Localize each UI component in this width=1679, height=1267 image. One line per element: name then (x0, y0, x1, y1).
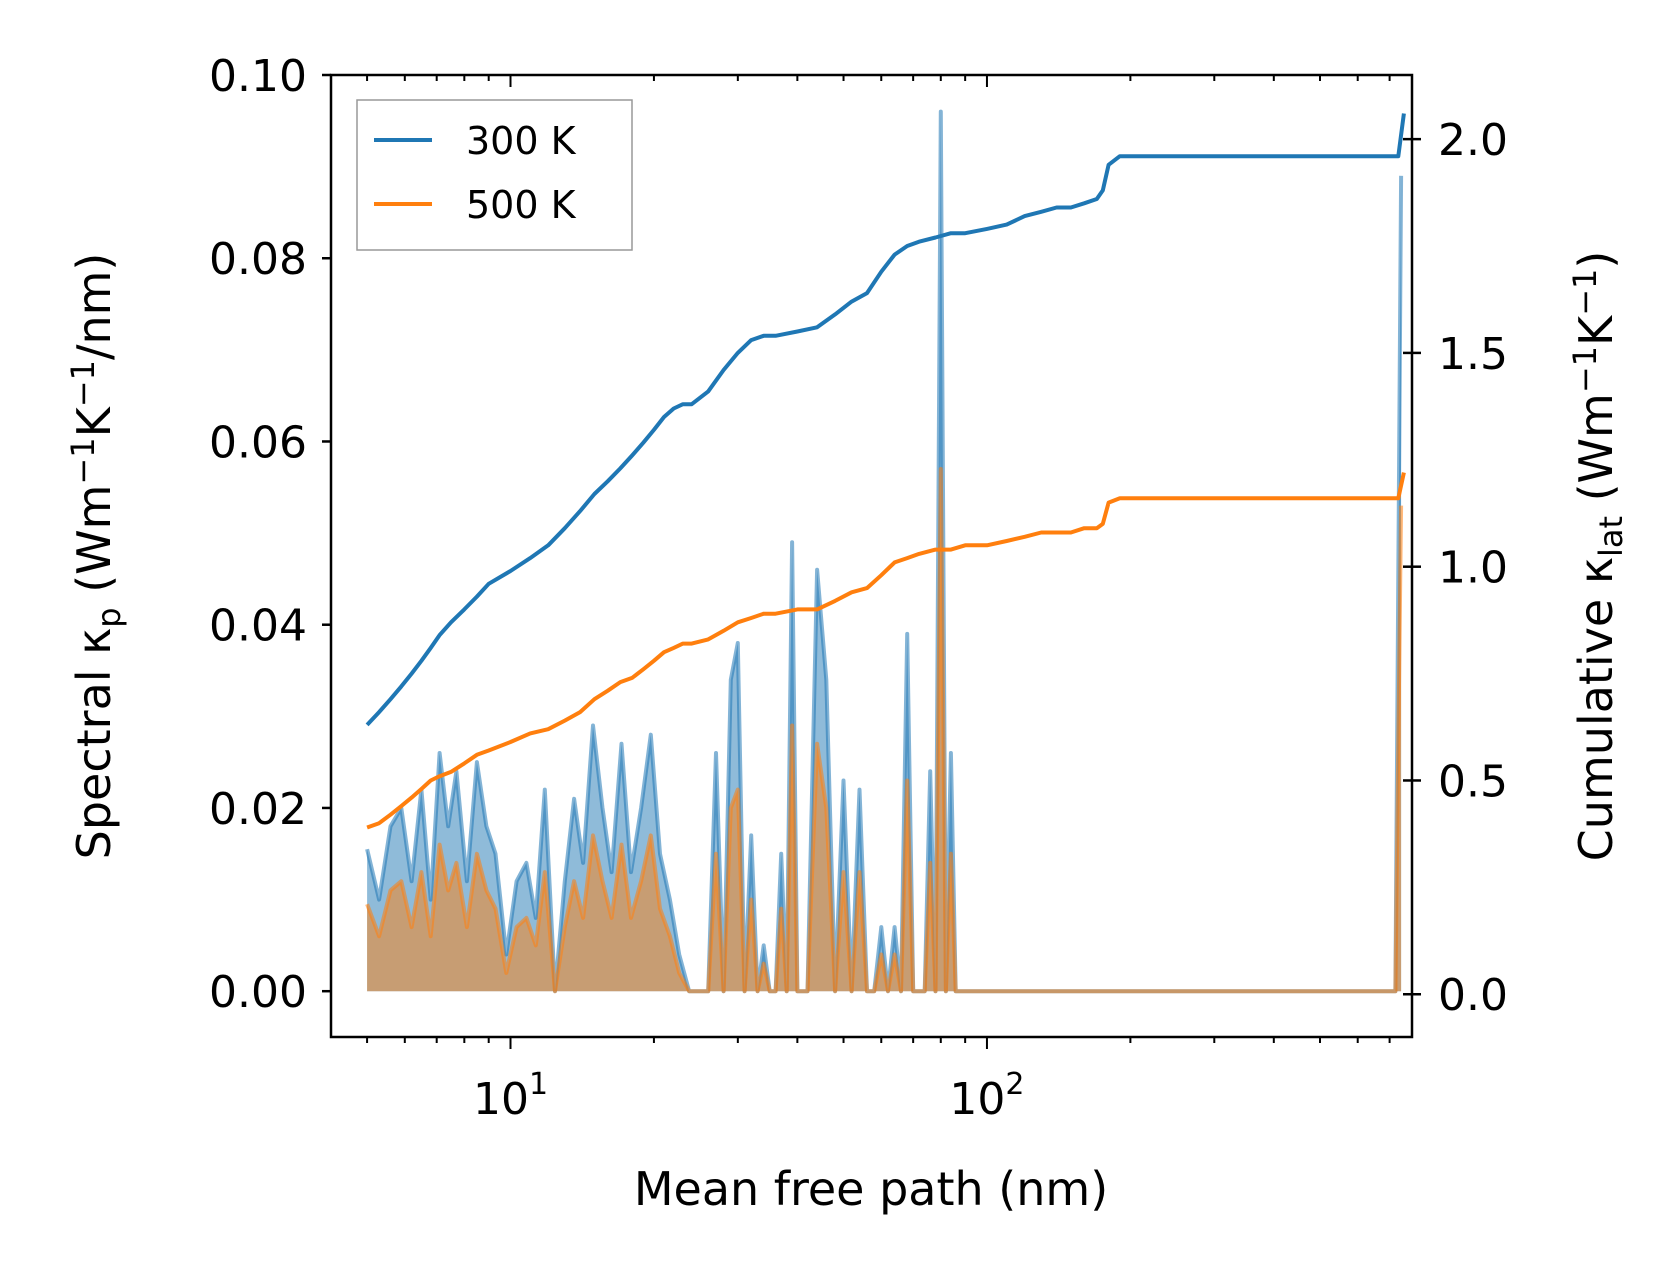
legend-label-500k: 500 K (466, 183, 577, 227)
legend-label-300k: 300 K (466, 119, 577, 163)
plot-frame (329, 73, 1414, 1039)
right-tick-label: 0.0 (1438, 970, 1508, 1021)
right-axis-title: Cumulative κlat (Wm−1K−1) (1566, 251, 1630, 862)
left-axis-title: Spectral κp (Wm−1K−1/nm) (64, 253, 128, 860)
plot-area (365, 109, 1406, 994)
left-tick-label: 0.02 (209, 784, 307, 835)
left-tick-label: 0.06 (209, 417, 307, 468)
spectral-line-500-k-spectral (365, 467, 1404, 994)
axis-ticks: 0.00 0.02 0.04 0.06 0.08 0.10 0.0 0.5 1.0 1.5 2.0 1… (209, 51, 1508, 1125)
right-tick-label: 1.5 (1438, 329, 1508, 380)
legend: 300 K 500 K (356, 99, 633, 251)
left-tick-label: 0.04 (209, 601, 307, 652)
right-tick-label: 1.0 (1438, 543, 1508, 594)
cumulative-line-500-k (366, 472, 1406, 830)
right-tick-label: 0.5 (1438, 756, 1508, 807)
legend-box (356, 99, 633, 251)
cumulative-line-300-k (365, 113, 1406, 727)
left-tick-label: 0.00 (209, 967, 307, 1018)
left-tick-label: 0.10 (209, 51, 307, 102)
right-tick-label: 2.0 (1438, 115, 1508, 166)
x-tick-label: 101 (473, 1067, 548, 1125)
spectral-fill-500-k-spectral (367, 469, 1402, 992)
x-tick-label: 102 (949, 1067, 1024, 1125)
x-axis-title: Mean free path (nm) (634, 1162, 1108, 1216)
left-tick-label: 0.08 (209, 234, 307, 285)
